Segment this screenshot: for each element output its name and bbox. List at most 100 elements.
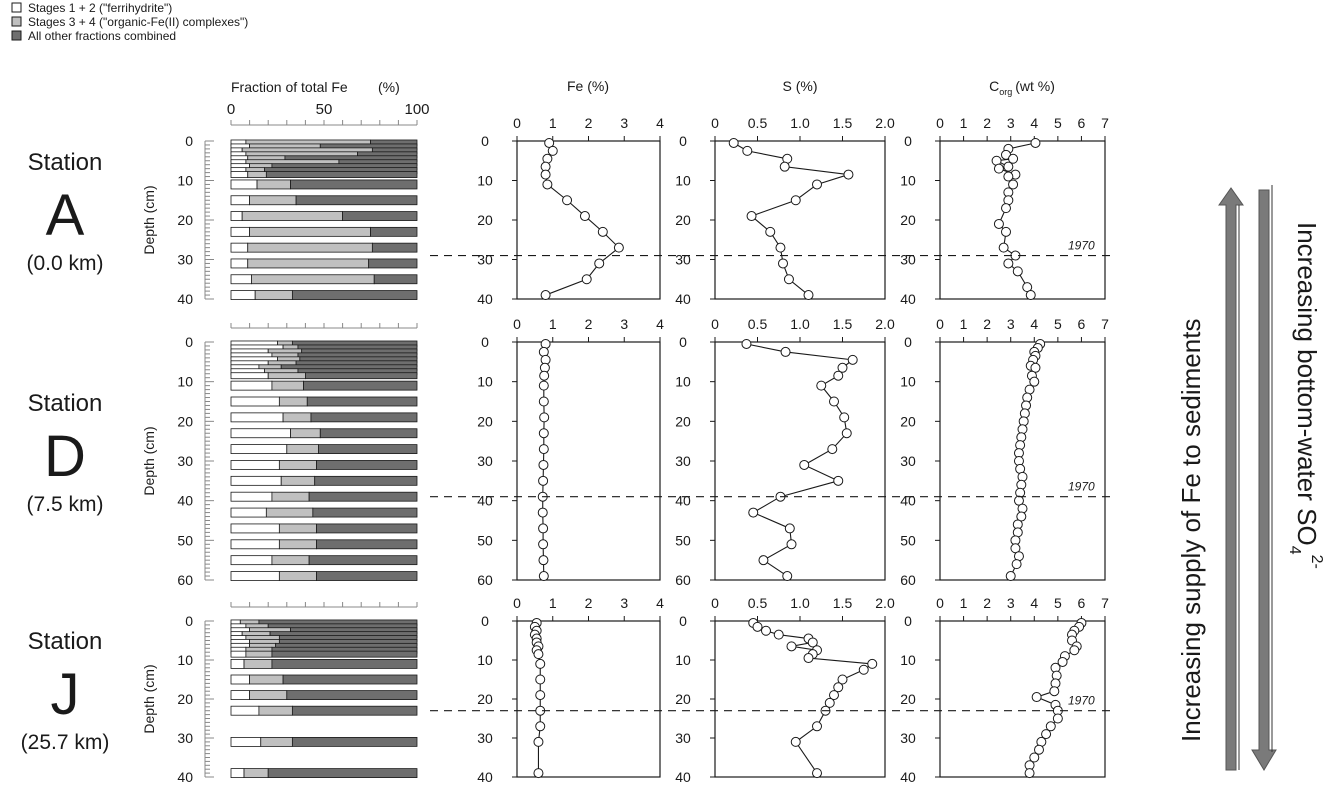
fraction-bar-stage12 [230, 705, 260, 716]
s-point [837, 362, 848, 373]
fe-point [579, 211, 590, 222]
corg-ytick-label: 30 [900, 453, 916, 469]
s-point [833, 370, 844, 381]
s-point [784, 523, 795, 534]
arrow-left-label: Increasing supply of Fe to sediments [1176, 319, 1206, 742]
corg-ytick-label: 30 [900, 730, 916, 746]
corg-point [1052, 713, 1063, 724]
fraction-bar-stage12 [230, 226, 251, 237]
fe-ytick-label: 20 [477, 413, 493, 429]
fe-point [538, 380, 549, 391]
s-point [748, 507, 759, 518]
s-xtick-label: 1.5 [833, 316, 853, 332]
fraction-bar-stage34 [247, 171, 267, 178]
arrow-down-icon [1251, 189, 1277, 771]
fe-title: Fe (%) [567, 78, 609, 94]
s-ytick-label: 0 [679, 133, 687, 149]
depth-tick-label: 40 [177, 769, 193, 785]
corg-point [1030, 137, 1041, 148]
fraction-bar-other [342, 211, 418, 221]
fe-ytick-label: 10 [477, 652, 493, 668]
corg-xtick-label: 6 [1078, 595, 1086, 611]
s-point [833, 475, 844, 486]
s-ytick-label: 10 [675, 652, 691, 668]
fe-xtick-label: 2 [585, 595, 593, 611]
corg-xtick-label: 3 [1007, 115, 1015, 131]
corg-point [993, 218, 1004, 229]
corg-point [1057, 656, 1068, 667]
corg-title-main: C [989, 78, 999, 94]
fraction-bar-stage34 [267, 372, 306, 380]
fraction-bar-stage34 [249, 195, 297, 206]
fraction-bar-stage12 [230, 460, 280, 470]
corg-ytick-label: 0 [904, 334, 912, 350]
s-panel: 0 0.5 1.0 1.5 2.0 0 10 20 30 40 50 60 [675, 316, 895, 588]
fraction-bar-stage12 [230, 396, 280, 407]
fe-xtick-label: 3 [620, 316, 628, 332]
s-point [812, 179, 822, 190]
fraction-bar-stage34 [286, 444, 319, 455]
s-ytick-label: 30 [675, 730, 691, 746]
fe-ytick-label: 0 [481, 133, 489, 149]
s-point [752, 621, 763, 632]
corg-ytick-label: 30 [900, 252, 916, 268]
corg-title: Corg (wt %) [989, 78, 1055, 97]
fraction-bar-stage34 [256, 179, 291, 190]
fe-point [533, 768, 544, 779]
fraction-title: Fraction of total Fe [231, 79, 348, 95]
fraction-bar-stage34 [278, 396, 308, 407]
fe-xtick-label: 1 [549, 595, 557, 611]
corg-title-sub: org [999, 87, 1012, 97]
fraction-bar-other [282, 674, 418, 685]
fraction-bar-other [316, 460, 418, 470]
fe-xtick-label: 4 [656, 595, 664, 611]
fe-point [538, 555, 549, 566]
fraction-bar-other [306, 396, 418, 407]
legend-swatch [11, 16, 22, 27]
corg-ytick-label: 40 [900, 291, 916, 307]
fraction-bar-other [370, 226, 418, 237]
s-xtick-label: 2.0 [875, 115, 895, 131]
s-frame [714, 341, 886, 581]
fraction-bar-stage12 [230, 290, 256, 300]
fe-point [538, 428, 549, 439]
fraction-bar-stage34 [247, 258, 370, 269]
fe-point [538, 523, 549, 534]
fe-point [538, 539, 549, 550]
fe-point [538, 475, 549, 486]
fraction-bar-stage12 [230, 690, 251, 700]
s-ytick-label: 10 [675, 173, 691, 189]
corg-xtick-label: 6 [1078, 316, 1086, 332]
fraction-bar-other [303, 380, 418, 391]
year-marker-label: 1970 [1068, 239, 1095, 253]
fraction-bar-stage12 [230, 428, 291, 439]
year-marker-label: 1970 [1068, 480, 1095, 494]
fraction-bar-stage12 [230, 372, 269, 380]
s-point [837, 674, 848, 685]
station-letter: A [46, 183, 85, 248]
fraction-bar-other [286, 690, 418, 700]
s-ytick-label: 30 [675, 252, 691, 268]
fraction-bar-stage12 [230, 555, 273, 566]
corg-ytick-label: 10 [900, 652, 916, 668]
corg-point [1025, 290, 1036, 301]
corg-point [1005, 571, 1016, 582]
fraction-bar-stage12 [230, 475, 282, 486]
fraction-bar-other [319, 428, 418, 439]
s-point [790, 736, 801, 747]
fraction-bar-stage12 [230, 258, 249, 269]
fe-xtick-label: 4 [656, 316, 664, 332]
year-marker-label: 1970 [1068, 694, 1095, 708]
fraction-bar-stage12 [230, 659, 245, 669]
fraction-bar-stage34 [249, 674, 284, 685]
s-point [746, 211, 757, 222]
s-point [847, 354, 858, 365]
corg-point [1008, 153, 1019, 164]
corg-point [1029, 376, 1040, 387]
fe-point [535, 690, 546, 701]
s-xtick-label: 1.0 [790, 595, 810, 611]
corg-point [1041, 729, 1052, 740]
